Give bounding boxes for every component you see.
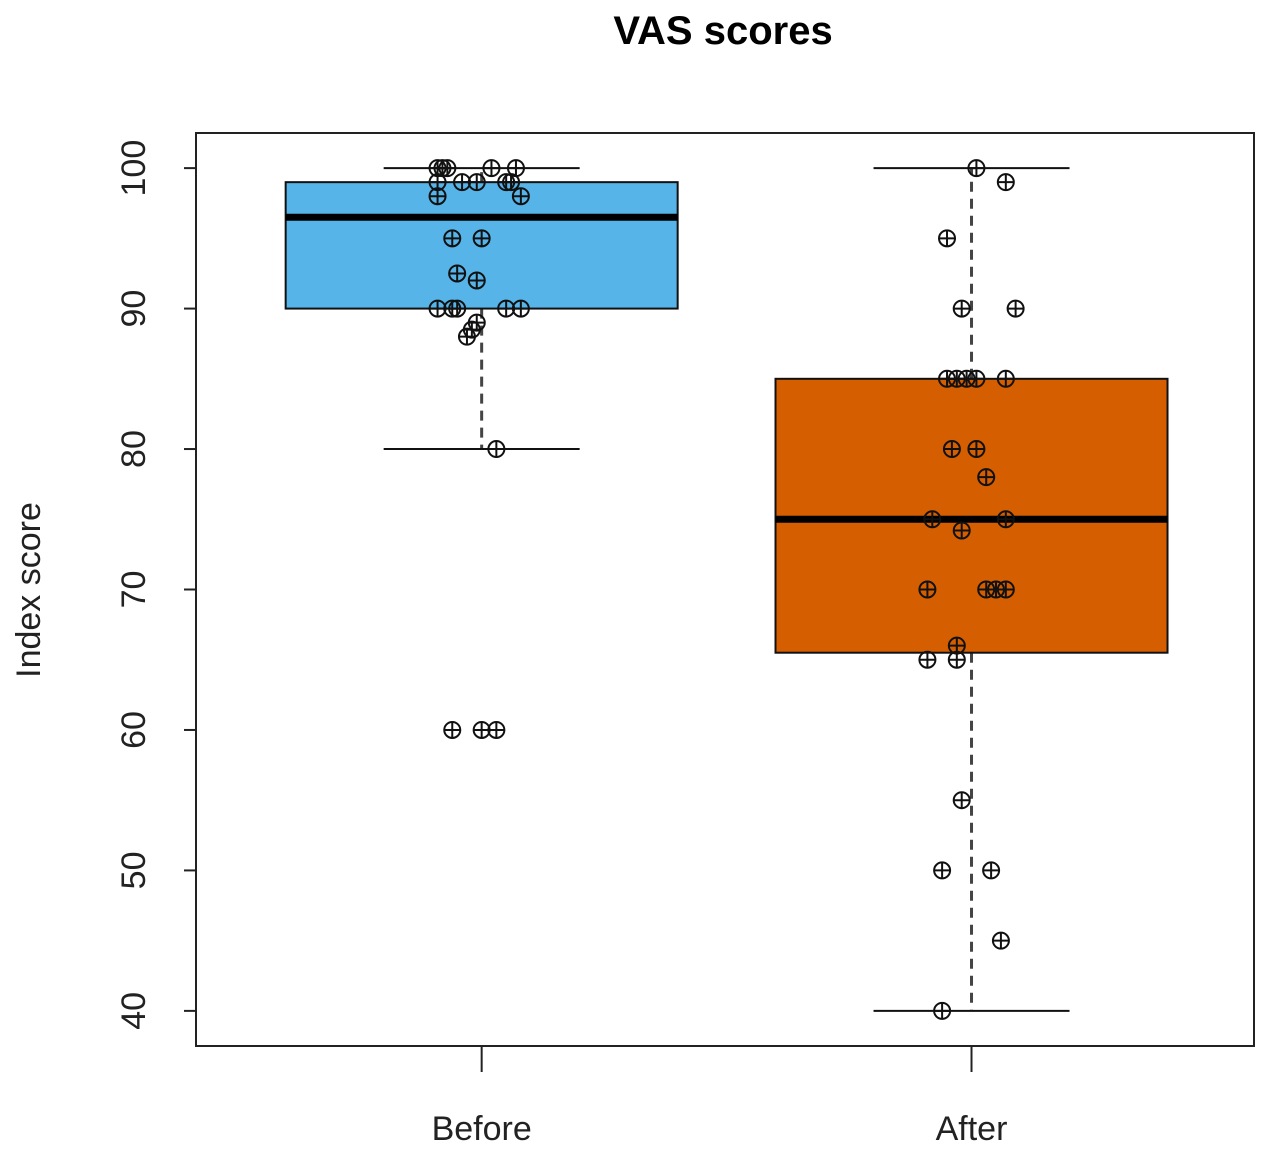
chart-title: VAS scores: [613, 9, 832, 53]
data-point: [933, 1001, 952, 1020]
iqr-box-after: [774, 377, 1169, 654]
data-point: [918, 650, 937, 669]
data-point: [947, 650, 966, 669]
data-point: [942, 440, 961, 459]
data-point: [467, 271, 486, 290]
y-axis-label: Index score: [10, 502, 48, 678]
data-point: [1006, 299, 1025, 318]
data-point: [967, 440, 986, 459]
y-tick-label: 90: [115, 290, 153, 328]
data-point: [472, 229, 491, 248]
data-point: [448, 264, 467, 283]
data-point: [443, 229, 462, 248]
data-point: [982, 861, 1001, 880]
box-before: [284, 159, 679, 739]
data-point: [448, 299, 467, 318]
data-point: [967, 369, 986, 388]
data-point: [952, 299, 971, 318]
data-point: [443, 720, 462, 739]
y-tick-label: 60: [115, 711, 153, 749]
data-point: [933, 861, 952, 880]
data-point: [472, 720, 491, 739]
x-tick-label-before: Before: [432, 1110, 532, 1148]
data-point: [967, 159, 986, 178]
plot-layer: 40 50 60 70 80 90 100 Before After: [115, 140, 1169, 1148]
data-point: [991, 931, 1010, 950]
data-point: [996, 173, 1015, 192]
y-tick-label: 70: [115, 571, 153, 609]
data-point: [923, 510, 942, 529]
data-point: [497, 299, 516, 318]
data-point: [467, 173, 486, 192]
data-point: [996, 369, 1015, 388]
data-point: [952, 791, 971, 810]
data-point: [453, 173, 472, 192]
y-tick-label: 100: [115, 140, 153, 197]
x-tick-label-after: After: [936, 1110, 1008, 1148]
data-point: [511, 187, 530, 206]
data-point: [511, 299, 530, 318]
data-point: [482, 159, 501, 178]
data-point: [996, 580, 1015, 599]
y-tick-label: 50: [115, 852, 153, 890]
data-point: [918, 580, 937, 599]
plot-frame: [195, 132, 1255, 1047]
data-point: [428, 299, 447, 318]
y-tick-label: 80: [115, 430, 153, 468]
data-point: [457, 327, 476, 346]
data-point: [428, 187, 447, 206]
data-point: [996, 510, 1015, 529]
data-point: [438, 159, 457, 178]
data-point: [487, 720, 506, 739]
data-point: [952, 521, 971, 540]
data-point: [977, 468, 996, 487]
y-tick-label: 40: [115, 992, 153, 1030]
box-after: [774, 159, 1169, 1020]
data-point: [487, 440, 506, 459]
data-point: [502, 173, 521, 192]
data-point: [938, 229, 957, 248]
